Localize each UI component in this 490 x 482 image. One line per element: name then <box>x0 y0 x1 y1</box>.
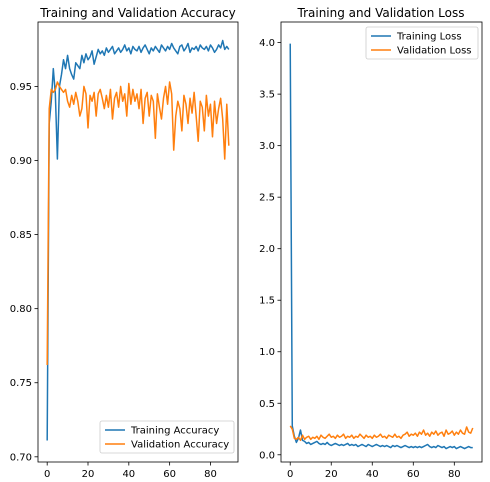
loss-y-tick-label: 2.0 <box>259 244 275 255</box>
accuracy-y-tick-label: 0.85 <box>10 230 32 241</box>
loss-plot-area: 0 20 40 60 80 0.0 0.5 1.0 1.5 2.0 2.5 3.0 3.5 4.0 Trai… <box>259 21 483 480</box>
accuracy-y-tick-label: 0.70 <box>10 452 32 463</box>
accuracy-y-tick-label: 0.80 <box>10 304 32 315</box>
loss-y-tick-label: 4.0 <box>259 38 275 49</box>
accuracy-chart-title: Training and Validation Accuracy <box>39 6 235 20</box>
loss-x-tick-label: 80 <box>448 469 461 480</box>
accuracy-series-line-training <box>46 39 230 441</box>
loss-axes-frame <box>280 21 483 463</box>
accuracy-legend: Training Accuracy Validation Accuracy <box>99 420 235 454</box>
accuracy-x-tick-label: 40 <box>122 469 135 480</box>
loss-y-tick-label: 0.5 <box>259 399 275 410</box>
loss-y-tick-label: 1.5 <box>259 296 275 307</box>
loss-y-tick-label: 3.5 <box>259 90 275 101</box>
loss-series-line-training <box>289 43 473 450</box>
accuracy-legend-label: Validation Accuracy <box>131 440 229 451</box>
loss-legend-box <box>365 26 479 60</box>
accuracy-x-tick-label: 60 <box>163 469 176 480</box>
loss-chart-title: Training and Validation Loss <box>297 6 465 20</box>
loss-y-tick-label: 2.5 <box>259 193 275 204</box>
loss-chart: Training and Validation Loss 0 20 40 60 80 0.… <box>259 6 483 480</box>
accuracy-axes-frame <box>37 21 239 463</box>
accuracy-legend-box <box>99 420 235 454</box>
loss-y-tick-label: 3.0 <box>259 141 275 152</box>
loss-x-tick-label: 60 <box>407 469 420 480</box>
accuracy-x-tick-label: 0 <box>44 469 50 480</box>
accuracy-series-line-validation <box>46 81 230 365</box>
loss-y-tick-label: 0.0 <box>259 450 275 461</box>
loss-legend-label: Training Loss <box>396 32 462 43</box>
accuracy-y-tick-label: 0.95 <box>10 82 32 93</box>
loss-x-tick-label: 0 <box>287 469 293 480</box>
loss-series-line-validation <box>289 425 474 442</box>
loss-x-tick-label: 40 <box>366 469 379 480</box>
loss-legend-label: Validation Loss <box>397 46 472 57</box>
accuracy-y-tick-label: 0.75 <box>10 378 32 389</box>
accuracy-legend-label: Training Accuracy <box>130 426 219 437</box>
loss-y-tick-label: 1.0 <box>259 347 275 358</box>
accuracy-x-tick-label: 20 <box>82 469 95 480</box>
accuracy-y-tick-label: 0.90 <box>10 156 32 167</box>
loss-legend: Training Loss Validation Loss <box>365 26 479 60</box>
accuracy-chart: Training and Validation Accuracy 0 20 40 60… <box>10 6 239 480</box>
loss-x-tick-label: 20 <box>325 469 338 480</box>
accuracy-plot-area: 0 20 40 60 80 0.70 0.75 0.80 0.85 0.90 0.95 Trainin… <box>10 21 239 480</box>
accuracy-x-tick-label: 80 <box>204 469 217 480</box>
